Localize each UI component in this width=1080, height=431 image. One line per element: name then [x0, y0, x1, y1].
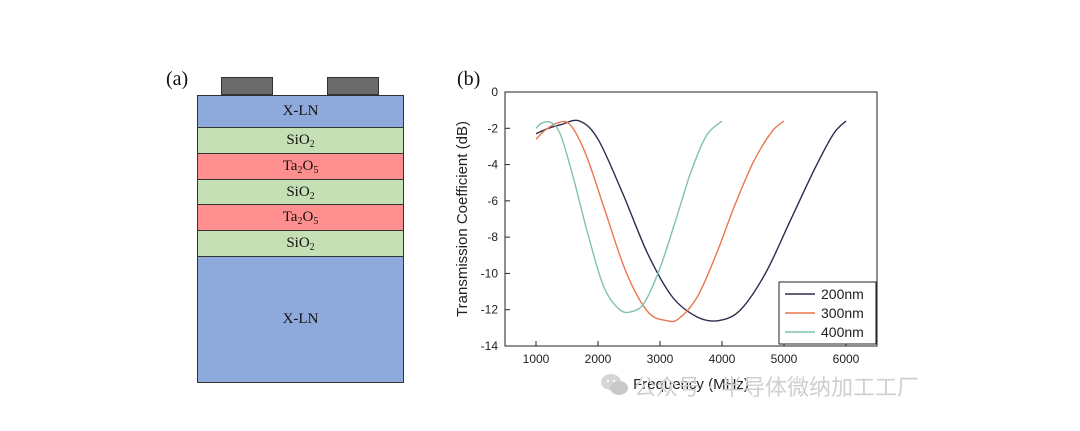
plot-frame: [504, 91, 878, 347]
y-tick-label: -6: [487, 194, 498, 208]
y-tick-label: -2: [487, 121, 498, 135]
x-tick-label: 4000: [709, 352, 736, 366]
x-tick-label: 3000: [647, 352, 674, 366]
y-tick-label: -12: [481, 303, 499, 317]
top-electrode-left: [221, 77, 273, 95]
y-tick-label: -4: [487, 158, 498, 172]
x-axis-label: Frequency (MHz): [633, 376, 749, 393]
series-line-200nm: [535, 119, 847, 322]
watermark-label: 公众号 · 半导体微纳加工工厂: [634, 376, 919, 401]
layer-ta2o5-1: Ta2O5: [197, 153, 404, 180]
x-tick-label: 2000: [585, 352, 612, 366]
y-tick-label: 0: [491, 85, 498, 99]
x-tick-label: 6000: [833, 352, 860, 366]
panel-a-label: (a): [166, 68, 189, 90]
y-axis-label: Transmission Coefficient (dB): [454, 121, 471, 317]
legend-label: 200nm: [821, 286, 864, 302]
watermark-text: 公众号 · 半导体微纳加工工厂: [598, 370, 919, 402]
x-tick-label: 1000: [523, 352, 550, 366]
series-line-400nm: [535, 120, 723, 314]
panel-b-label: (b): [457, 68, 481, 90]
y-tick-label: -10: [481, 266, 499, 280]
legend-label: 400nm: [821, 324, 864, 340]
layer-x-ln-substrate: X-LN: [197, 256, 404, 383]
top-electrode-right: [327, 77, 379, 95]
legend-label: 300nm: [821, 305, 864, 321]
series-line-300nm: [535, 120, 785, 323]
x-tick-label: 5000: [771, 352, 798, 366]
layer-x-ln-top: X-LN: [197, 95, 404, 128]
y-tick-label: -8: [487, 230, 498, 244]
layer-sio2-1: SiO2: [197, 127, 404, 154]
wechat-icon: [601, 374, 628, 395]
y-tick-label: -14: [481, 339, 499, 353]
